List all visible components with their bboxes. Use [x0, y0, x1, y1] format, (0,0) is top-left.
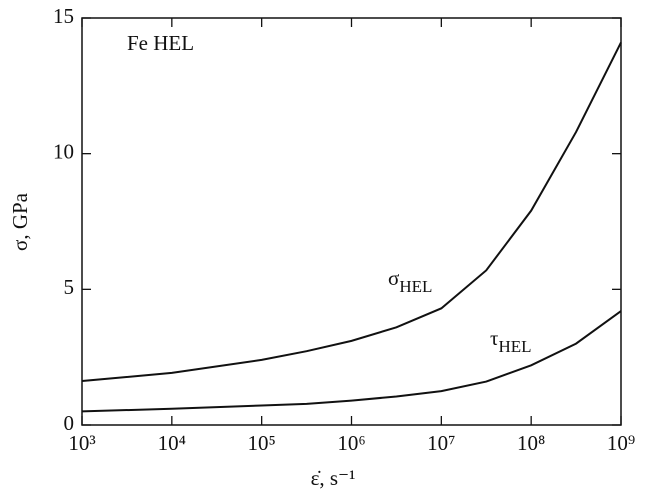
x-axis-label: ε̇, s⁻¹ — [311, 466, 356, 490]
x-tick-label: 10⁷ — [427, 431, 455, 455]
x-tick-label: 10⁵ — [248, 431, 276, 455]
x-tick-label: 10⁶ — [337, 431, 365, 455]
x-tick-label: 10⁹ — [607, 431, 635, 455]
y-axis-label: σ, GPa — [8, 192, 32, 251]
x-tick-label: 10⁴ — [158, 431, 186, 455]
y-tick-label: 15 — [53, 4, 74, 28]
series-line — [81, 310, 622, 413]
series-label: σHEL — [388, 266, 432, 296]
series-label: τHEL — [490, 326, 532, 356]
annotation: Fe HEL — [127, 31, 194, 55]
x-tick-label: 10⁸ — [517, 431, 545, 455]
y-tick-label: 0 — [64, 411, 75, 435]
y-tick-label: 5 — [64, 275, 75, 299]
y-tick-label: 10 — [53, 139, 74, 163]
series-line — [81, 41, 622, 383]
plot-frame — [81, 17, 622, 426]
x-tick-label: 10³ — [68, 431, 95, 455]
